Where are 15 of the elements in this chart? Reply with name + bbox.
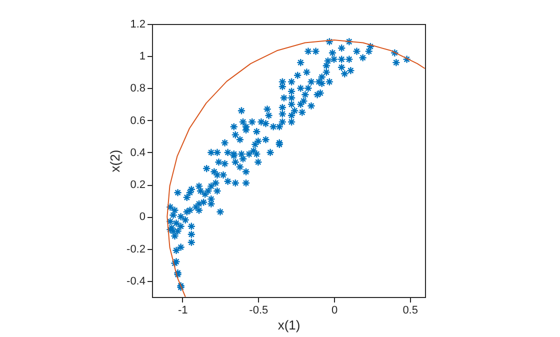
x-tick-label: 0 bbox=[331, 304, 338, 316]
y-tick-label: 0.4 bbox=[130, 146, 146, 159]
x-tick-label: 0.5 bbox=[402, 304, 418, 316]
x-axis-title: x(1) bbox=[278, 318, 300, 332]
y-tick-label: -0.2 bbox=[126, 243, 146, 256]
y-tick-label: 0 bbox=[139, 211, 146, 224]
y-tick-label: 1 bbox=[139, 50, 146, 63]
x-tick-label: -1 bbox=[178, 304, 188, 316]
y-tick-label: 0.6 bbox=[130, 114, 146, 127]
y-tick-label: 0.8 bbox=[130, 82, 146, 95]
y-axis-title: x(2) bbox=[108, 150, 123, 172]
y-tick-label: 1.2 bbox=[130, 18, 146, 30]
x-tick-label: -0.5 bbox=[249, 304, 268, 316]
y-tick-label: -0.4 bbox=[126, 275, 146, 288]
y-tick-label: 0.2 bbox=[130, 179, 146, 192]
